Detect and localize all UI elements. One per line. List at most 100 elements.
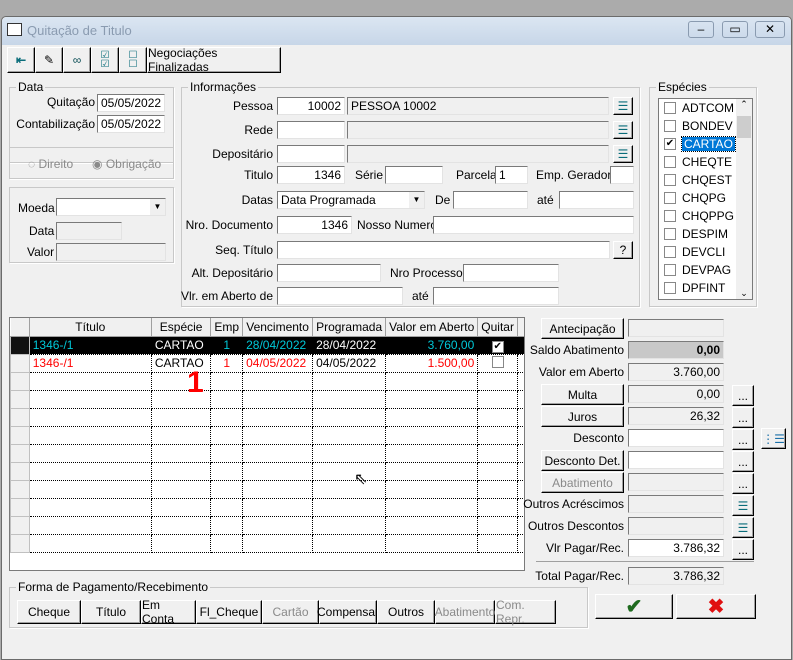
titulos-grid[interactable]: Título Espécie Emp Vencimento Programada Valo… <box>9 317 525 571</box>
table-row[interactable] <box>10 425 524 445</box>
checkbox-icon[interactable] <box>664 156 676 168</box>
juros-button[interactable]: Juros <box>541 406 624 427</box>
obrigacao-radio[interactable]: ◉ Obrigação <box>92 157 162 171</box>
abatimento-more-button[interactable]: ... <box>732 473 754 494</box>
row-indicator[interactable] <box>10 533 30 553</box>
negociacoes-finalizadas-button[interactable]: Negociações Finalizadas <box>147 46 281 74</box>
alt-depositario-input[interactable] <box>277 264 381 282</box>
cell-quitar[interactable] <box>477 444 518 463</box>
row-indicator[interactable] <box>10 479 30 499</box>
especie-item[interactable]: ADTCOM <box>659 99 752 117</box>
especie-item[interactable]: DPFINT <box>659 279 752 297</box>
datas-select[interactable]: Data Programada ▼ <box>277 191 425 209</box>
column-header[interactable]: Emp <box>210 318 244 337</box>
vlr-aberto-de-input[interactable] <box>277 287 403 305</box>
especie-item[interactable]: DESPIM <box>659 225 752 243</box>
multa-button[interactable]: Multa <box>541 384 624 405</box>
depositario-input[interactable] <box>277 145 345 163</box>
especie-item[interactable]: CHQPPG <box>659 207 752 225</box>
data-ate-input[interactable] <box>559 191 634 209</box>
direito-radio[interactable]: ◌ Direito <box>28 157 74 171</box>
serie-input[interactable] <box>385 166 443 184</box>
cell-quitar[interactable] <box>477 498 518 517</box>
search-button[interactable]: ∞ <box>63 47 91 73</box>
table-row[interactable] <box>10 461 524 481</box>
row-indicator[interactable] <box>10 407 30 427</box>
especie-item[interactable]: CHEQTE <box>659 153 752 171</box>
depositario-lookup-button[interactable]: ☰ <box>613 145 633 163</box>
rede-lookup-button[interactable]: ☰ <box>613 121 633 139</box>
column-header[interactable]: Espécie <box>151 318 212 337</box>
cell-quitar[interactable] <box>477 354 518 373</box>
table-row[interactable]: 1346-/1 CARTAO 1 28/04/2022 28/04/2022 3.760,… <box>10 335 524 355</box>
checkbox-icon[interactable] <box>664 174 676 186</box>
checkbox-icon[interactable] <box>491 355 504 368</box>
nosso-numero-input[interactable] <box>433 216 634 234</box>
seq-titulo-input[interactable] <box>277 241 610 259</box>
column-header[interactable]: Vencimento <box>242 318 314 337</box>
clear-button[interactable]: ✎ <box>35 47 63 73</box>
checkbox-icon[interactable] <box>664 120 676 132</box>
desconto-det-input[interactable] <box>628 451 724 469</box>
scroll-thumb[interactable] <box>737 116 751 138</box>
moeda-select[interactable]: ▼ <box>56 198 166 216</box>
cell-quitar[interactable] <box>477 516 518 535</box>
especie-item[interactable]: DEVCLI <box>659 243 752 261</box>
forma-button-fl-cheque[interactable]: Fl_Cheque <box>196 600 262 624</box>
cell-quitar[interactable]: ✔ <box>477 336 518 355</box>
checkbox-icon[interactable] <box>664 192 676 204</box>
table-row[interactable] <box>10 533 524 553</box>
forma-button-cheque[interactable]: Cheque <box>17 600 81 624</box>
row-indicator[interactable] <box>10 461 30 481</box>
forma-button-em-conta[interactable]: Em Conta <box>141 598 196 626</box>
row-indicator[interactable] <box>10 443 30 463</box>
checkbox-icon[interactable] <box>664 210 676 222</box>
especie-item[interactable]: CHQPG <box>659 189 752 207</box>
multa-more-button[interactable]: ... <box>732 385 754 406</box>
row-indicator[interactable] <box>10 425 30 445</box>
table-row[interactable] <box>10 389 524 409</box>
especie-item[interactable]: ✔ CARTAO <box>659 135 752 153</box>
rede-input[interactable] <box>277 121 345 139</box>
outros-descontos-button[interactable]: ☰ <box>732 517 754 538</box>
pessoa-lookup-button[interactable]: ☰ <box>613 97 633 115</box>
uncheck-all-button[interactable]: ☐ ☐ <box>119 47 147 73</box>
emp-geradora-input[interactable] <box>610 166 634 184</box>
pessoa-code-input[interactable]: 10002 <box>277 97 345 115</box>
parcela-input[interactable]: 1 <box>495 166 528 184</box>
vlr-aberto-ate-input[interactable] <box>433 287 559 305</box>
table-row[interactable]: 1346-/1 CARTAO 1 04/05/2022 04/05/2022 1.500,… <box>10 353 524 373</box>
maximize-button[interactable]: ▭ <box>722 21 748 38</box>
column-header[interactable]: Quitar <box>477 318 518 337</box>
table-row[interactable] <box>10 407 524 427</box>
row-indicator[interactable] <box>10 353 30 373</box>
cancel-button[interactable]: ✖ <box>676 594 756 619</box>
cell-quitar[interactable] <box>477 372 518 391</box>
forma-button-outros[interactable]: Outros <box>377 600 435 624</box>
checkbox-icon[interactable] <box>664 102 676 114</box>
checkbox-icon[interactable] <box>664 264 676 276</box>
row-indicator[interactable] <box>10 371 30 391</box>
confirm-button[interactable]: ✔ <box>595 594 673 619</box>
desconto-det-button[interactable]: Desconto Det. <box>541 450 624 471</box>
cell-quitar[interactable] <box>477 462 518 481</box>
exit-button[interactable]: ⇤ <box>7 47 35 73</box>
checkbox-icon[interactable] <box>664 228 676 240</box>
nro-processo-input[interactable] <box>463 264 559 282</box>
contabilizacao-input[interactable]: 05/05/2022 <box>97 115 165 133</box>
check-all-button[interactable]: ☑ ☑ <box>91 47 119 73</box>
desconto-more-button[interactable]: ... <box>732 429 754 450</box>
especie-item[interactable]: BONDEV <box>659 117 752 135</box>
cell-quitar[interactable] <box>477 426 518 445</box>
especie-item[interactable]: CHQEST <box>659 171 752 189</box>
column-header[interactable]: Programada <box>312 318 387 337</box>
antecipacao-button[interactable]: Antecipação <box>541 318 624 339</box>
seq-help-button[interactable]: ? <box>613 241 633 259</box>
forma-button-compensar[interactable]: Compensar <box>317 600 379 624</box>
juros-more-button[interactable]: ... <box>732 407 754 428</box>
row-indicator[interactable] <box>10 515 30 535</box>
data-de-input[interactable] <box>453 191 528 209</box>
especies-scrollbar[interactable]: ⌃ ⌄ <box>736 99 752 299</box>
nro-documento-input[interactable]: 1346 <box>277 216 352 234</box>
titulo-input[interactable]: 1346 <box>277 166 345 184</box>
